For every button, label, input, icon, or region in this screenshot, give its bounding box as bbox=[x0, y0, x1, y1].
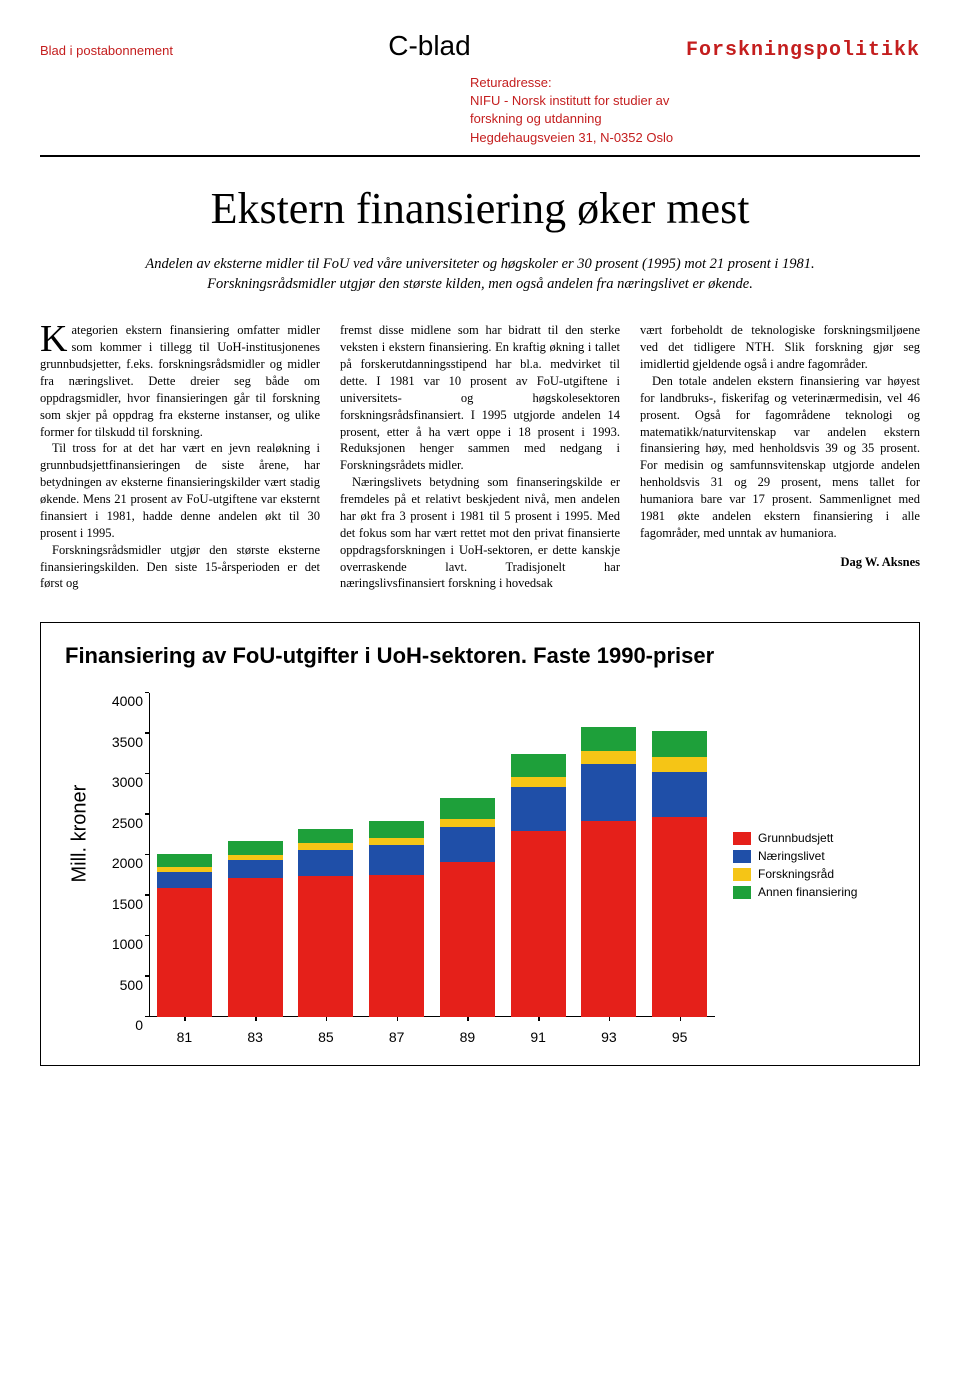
publication-name: Forskningspolitikk bbox=[686, 39, 920, 62]
xtick-label: 83 bbox=[247, 1029, 263, 1045]
dropcap: K bbox=[40, 322, 71, 354]
chart-bar bbox=[157, 854, 212, 1018]
return-address: Returadresse: NIFU - Norsk institutt for… bbox=[470, 74, 920, 147]
chart-bar-segment-grunnbudsjett bbox=[369, 875, 424, 1018]
chart-legend: Grunnbudsjett Næringslivet Forskningsråd An… bbox=[733, 831, 857, 903]
chart-bar-segment-annen bbox=[511, 754, 566, 777]
legend-swatch bbox=[733, 850, 751, 863]
legend-swatch bbox=[733, 832, 751, 845]
legend-item-naeringslivet: Næringslivet bbox=[733, 849, 857, 863]
column-2: fremst disse midlene som har bidratt til… bbox=[340, 322, 620, 592]
chart-bar-segment-grunnbudsjett bbox=[228, 878, 283, 1017]
chart-bar-segment-forskningsrad bbox=[652, 757, 707, 772]
divider bbox=[40, 155, 920, 157]
chart-bar bbox=[228, 841, 283, 1018]
standfirst: Andelen av eksterne midler til FoU ved v… bbox=[80, 254, 880, 295]
chart-bar bbox=[369, 821, 424, 1017]
xtick-label: 89 bbox=[460, 1029, 476, 1045]
chart-bar-segment-grunnbudsjett bbox=[440, 862, 495, 1018]
chart-bar-segment-annen bbox=[298, 829, 353, 844]
chart-bar bbox=[298, 829, 353, 1018]
chart-bar-segment-grunnbudsjett bbox=[581, 821, 636, 1018]
chart-bar-segment-naeringslivet bbox=[369, 845, 424, 875]
chart-bar-segment-grunnbudsjett bbox=[652, 817, 707, 1017]
return-label: Returadresse: bbox=[470, 74, 920, 92]
xtick-label: 93 bbox=[601, 1029, 617, 1045]
col3-p2: Den totale andelen ekstern finansiering … bbox=[640, 373, 920, 542]
ytick-label: 0 bbox=[135, 1017, 143, 1033]
xtick-label: 91 bbox=[530, 1029, 546, 1045]
col1-p3: Forskningsrådsmidler utgjør den største … bbox=[40, 542, 320, 593]
chart-bar-segment-annen bbox=[581, 727, 636, 751]
chart-bar-segment-forskningsrad bbox=[581, 751, 636, 764]
chart-bar-segment-naeringslivet bbox=[298, 850, 353, 875]
legend-swatch bbox=[733, 886, 751, 899]
chart-bar-segment-annen bbox=[440, 798, 495, 819]
chart-bar-segment-naeringslivet bbox=[440, 827, 495, 862]
cblad-label: C-blad bbox=[388, 30, 470, 62]
column-1: Kategorien ekstern finansiering omfatter… bbox=[40, 322, 320, 592]
xtick-label: 81 bbox=[177, 1029, 193, 1045]
chart-bar-segment-naeringslivet bbox=[228, 860, 283, 878]
return-line2: forskning og utdanning bbox=[470, 110, 920, 128]
body-columns: Kategorien ekstern finansiering omfatter… bbox=[40, 322, 920, 592]
xtick-label: 87 bbox=[389, 1029, 405, 1045]
chart-bar-segment-naeringslivet bbox=[157, 872, 212, 888]
ytick-label: 2500 bbox=[112, 815, 143, 831]
legend-label: Annen finansiering bbox=[758, 885, 857, 899]
legend-item-grunnbudsjett: Grunnbudsjett bbox=[733, 831, 857, 845]
postal-tag: Blad i postabonnement bbox=[40, 43, 173, 58]
ytick-label: 1500 bbox=[112, 896, 143, 912]
legend-item-forskningsrad: Forskningsråd bbox=[733, 867, 857, 881]
chart-bar-segment-forskningsrad bbox=[369, 838, 424, 845]
chart-bar bbox=[440, 798, 495, 1017]
chart-bar-segment-grunnbudsjett bbox=[298, 876, 353, 1018]
chart-bar bbox=[581, 727, 636, 1018]
ytick-label: 3000 bbox=[112, 774, 143, 790]
ytick-label: 4000 bbox=[112, 693, 143, 709]
ytick-label: 2000 bbox=[112, 855, 143, 871]
chart-plot: 0 500 1000 1500 2000 2500 3000 3500 4000 81 83 85 87… bbox=[95, 687, 715, 1047]
chart-bar-segment-annen bbox=[228, 841, 283, 855]
chart-ylabel: Mill. kroner bbox=[69, 852, 92, 882]
chart-bar-segment-grunnbudsjett bbox=[511, 831, 566, 1017]
header-row: Blad i postabonnement C-blad Forskningsp… bbox=[40, 30, 920, 62]
chart-bar-segment-naeringslivet bbox=[511, 787, 566, 831]
column-3: vært forbeholdt de teknologiske forsknin… bbox=[640, 322, 920, 592]
chart-bar-segment-naeringslivet bbox=[652, 772, 707, 817]
ytick-label: 1000 bbox=[112, 936, 143, 952]
chart-bar-segment-grunnbudsjett bbox=[157, 888, 212, 1018]
chart-bar-segment-forskningsrad bbox=[298, 843, 353, 850]
col1-p1: ategorien ekstern finansiering omfatter … bbox=[40, 323, 320, 438]
chart-title: Finansiering av FoU-utgifter i UoH-sekto… bbox=[65, 643, 895, 669]
return-line3: Hegdehaugsveien 31, N-0352 Oslo bbox=[470, 129, 920, 147]
chart-bar-segment-annen bbox=[157, 854, 212, 867]
ytick-label: 3500 bbox=[112, 734, 143, 750]
chart-bar-segment-annen bbox=[369, 821, 424, 837]
ytick-label: 500 bbox=[120, 977, 143, 993]
chart-bar-segment-forskningsrad bbox=[511, 777, 566, 788]
legend-label: Næringslivet bbox=[758, 849, 825, 863]
col2-p1: fremst disse midlene som har bidratt til… bbox=[340, 322, 620, 474]
col2-p2: Næringslivets betydning som finanserings… bbox=[340, 474, 620, 592]
byline: Dag W. Aksnes bbox=[640, 554, 920, 571]
col3-p1: vært forbeholdt de teknologiske forsknin… bbox=[640, 322, 920, 373]
xtick-label: 85 bbox=[318, 1029, 334, 1045]
legend-label: Forskningsråd bbox=[758, 867, 834, 881]
chart-bar-segment-annen bbox=[652, 731, 707, 757]
chart-bar-segment-forskningsrad bbox=[440, 819, 495, 827]
chart-bar bbox=[511, 754, 566, 1017]
chart-bar bbox=[652, 731, 707, 1017]
return-line1: NIFU - Norsk institutt for studier av bbox=[470, 92, 920, 110]
legend-label: Grunnbudsjett bbox=[758, 831, 833, 845]
legend-swatch bbox=[733, 868, 751, 881]
headline: Ekstern finansiering øker mest bbox=[40, 183, 920, 234]
chart-bar-segment-naeringslivet bbox=[581, 764, 636, 821]
col1-p2: Til tross for at det har vært en jevn re… bbox=[40, 440, 320, 541]
legend-item-annen: Annen finansiering bbox=[733, 885, 857, 899]
xtick-label: 95 bbox=[672, 1029, 688, 1045]
chart-container: Finansiering av FoU-utgifter i UoH-sekto… bbox=[40, 622, 920, 1066]
